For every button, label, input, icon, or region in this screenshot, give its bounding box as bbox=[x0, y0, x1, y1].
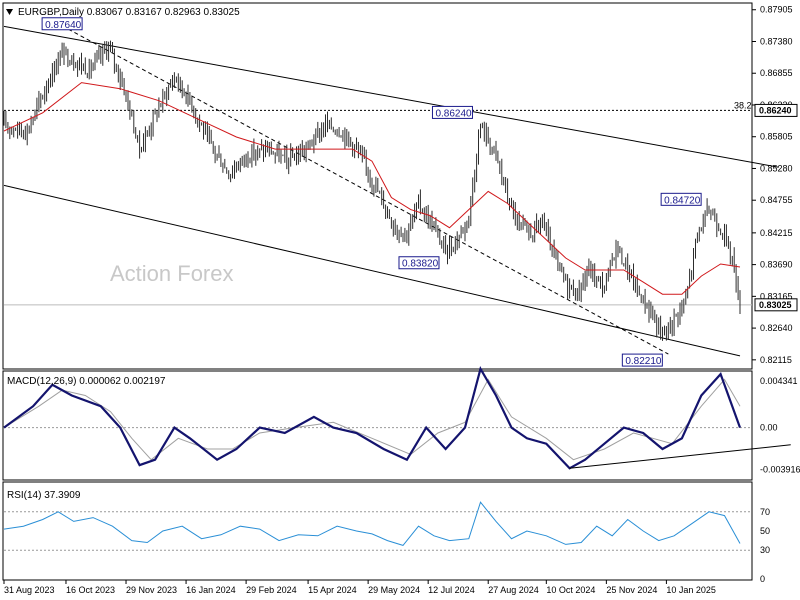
x-tick-label: 29 Nov 2023 bbox=[126, 585, 177, 595]
rsi-y-tick-label: 0 bbox=[760, 574, 765, 584]
x-tick-label: 16 Jan 2024 bbox=[186, 585, 236, 595]
last-price-badge bbox=[754, 298, 798, 312]
price-annotation-box bbox=[660, 192, 702, 206]
macd-support-line bbox=[569, 444, 791, 469]
x-tick-label: 25 Nov 2024 bbox=[606, 585, 657, 595]
macd-panel-frame bbox=[2, 370, 753, 481]
y-tick-label: 0.87905 bbox=[760, 5, 793, 15]
y-tick-label: 0.82640 bbox=[760, 323, 793, 333]
candlestick-series bbox=[3, 40, 741, 341]
moving-average-line bbox=[3, 82, 741, 295]
x-tick-label: 12 Jul 2024 bbox=[428, 585, 475, 595]
macd-y-tick-label: 0.00 bbox=[760, 423, 778, 433]
rsi-line bbox=[3, 501, 741, 546]
y-tick-label: 0.82115 bbox=[760, 355, 792, 365]
y-tick-label: 0.87380 bbox=[760, 36, 793, 46]
macd-signal-line bbox=[3, 378, 741, 461]
macd-line bbox=[3, 365, 742, 470]
price-annotation-box bbox=[431, 105, 473, 119]
y-tick-label: 0.86855 bbox=[760, 68, 793, 78]
y-tick-label: 0.84215 bbox=[760, 228, 793, 238]
y-tick-label: 0.84755 bbox=[760, 195, 793, 205]
price-annotation-label: 0.86240 bbox=[435, 108, 472, 119]
y-tick-label: 0.85280 bbox=[760, 163, 793, 173]
price-panel-title: EURGBP,Daily 0.83067 0.83167 0.82963 0.8… bbox=[18, 7, 240, 18]
rsi-panel-frame bbox=[2, 481, 753, 581]
fib-level-label: 38.2 bbox=[734, 100, 752, 110]
price-annotation-label: 0.87640 bbox=[45, 20, 82, 31]
macd-panel-title: MACD(12,26,9) 0.000062 0.002197 bbox=[7, 376, 166, 387]
channel-lower-line bbox=[3, 184, 741, 357]
watermark: Action Forex bbox=[110, 261, 234, 286]
y-tick-label: 0.83690 bbox=[760, 260, 793, 270]
x-tick-label: 29 May 2024 bbox=[368, 585, 420, 595]
price-annotation-box bbox=[41, 17, 83, 31]
fib-value-label: 0.86240 bbox=[759, 105, 792, 115]
rsi-panel-title: RSI(14) 37.3909 bbox=[7, 490, 81, 501]
price-annotation-label: 0.82210 bbox=[625, 356, 662, 367]
price-annotation-label: 0.83820 bbox=[402, 259, 439, 270]
channel-upper-line bbox=[3, 25, 779, 168]
price-panel-frame bbox=[2, 2, 753, 370]
x-tick-label: 29 Feb 2024 bbox=[246, 585, 297, 595]
rsi-y-tick-label: 70 bbox=[760, 507, 770, 517]
collapse-arrow-icon[interactable] bbox=[6, 9, 13, 15]
rsi-y-tick-label: 30 bbox=[760, 545, 770, 555]
last-price-label: 0.83025 bbox=[759, 300, 792, 310]
x-tick-label: 15 Apr 2024 bbox=[308, 585, 357, 595]
fib-value-badge bbox=[754, 103, 798, 117]
price-annotation-box bbox=[398, 256, 440, 270]
x-tick-label: 10 Jan 2025 bbox=[666, 585, 716, 595]
x-tick-label: 16 Oct 2023 bbox=[66, 585, 115, 595]
x-tick-label: 27 Aug 2024 bbox=[488, 585, 539, 595]
y-tick-label: 0.83165 bbox=[760, 291, 793, 301]
rsi-y-tick-label: 50 bbox=[760, 526, 770, 536]
price-annotation-box bbox=[621, 353, 663, 367]
x-tick-label: 31 Aug 2023 bbox=[4, 585, 55, 595]
x-tick-label: 10 Oct 2024 bbox=[546, 585, 595, 595]
y-tick-label: 0.85805 bbox=[760, 132, 793, 142]
price-annotation-label: 0.84720 bbox=[664, 195, 701, 206]
macd-y-tick-label: 0.004341 bbox=[760, 376, 798, 386]
macd-y-tick-label: -0.003916 bbox=[760, 465, 800, 475]
